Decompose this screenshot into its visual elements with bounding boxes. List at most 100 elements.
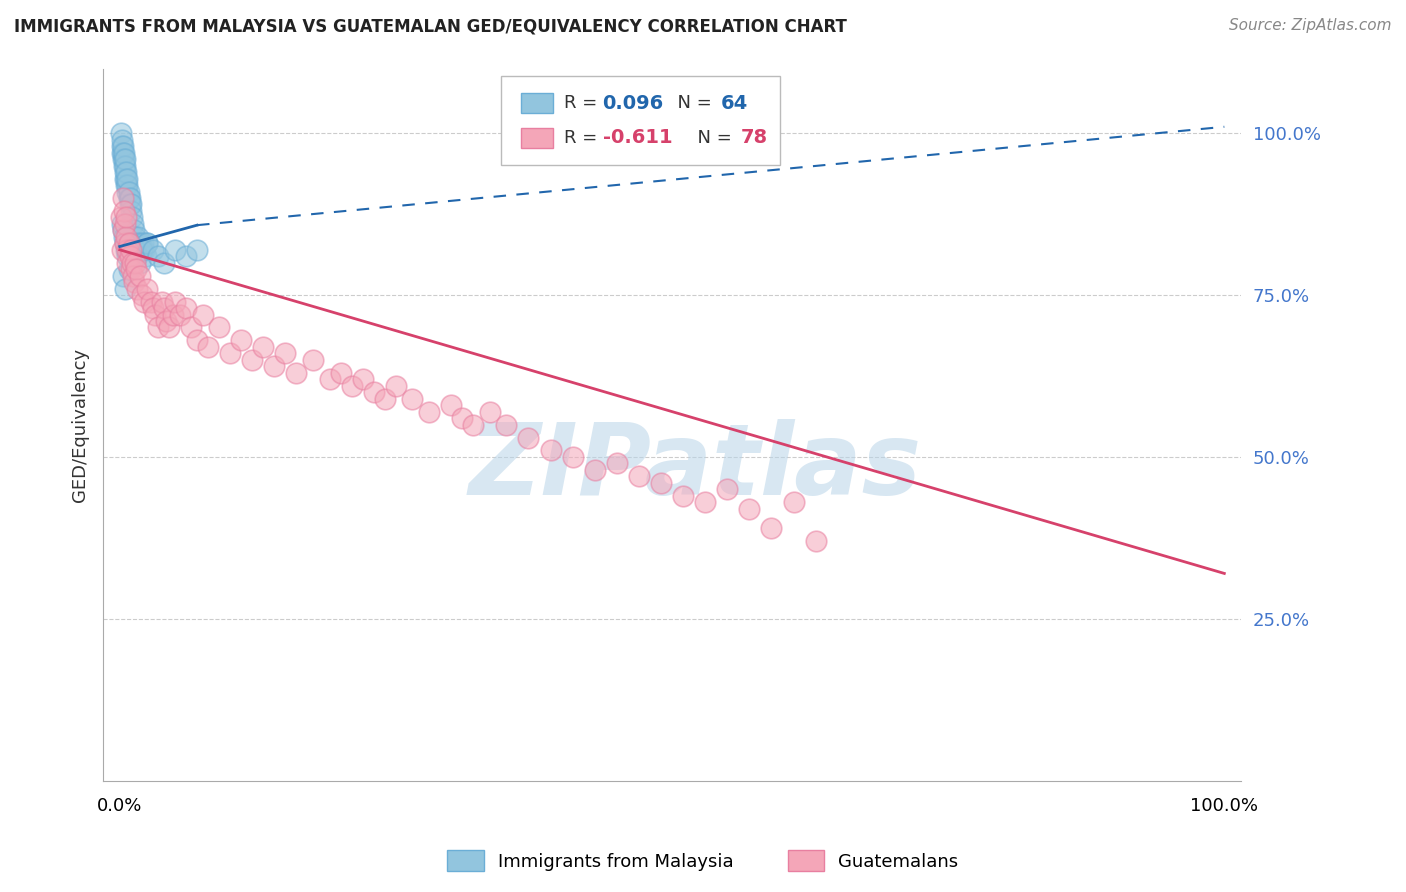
Point: [131, 243, 153, 257]
Point: [124, 230, 146, 244]
Point: [352, 372, 374, 386]
Point: [583, 463, 606, 477]
Text: IMMIGRANTS FROM MALAYSIA VS GUATEMALAN GED/EQUIVALENCY CORRELATION CHART: IMMIGRANTS FROM MALAYSIA VS GUATEMALAN G…: [14, 18, 846, 36]
Point: [120, 243, 142, 257]
FancyBboxPatch shape: [520, 94, 553, 113]
Point: [136, 282, 159, 296]
Point: [122, 268, 145, 283]
Point: [180, 320, 202, 334]
Point: [135, 249, 157, 263]
Point: [136, 236, 159, 251]
Point: [738, 501, 761, 516]
Point: [132, 294, 155, 309]
Point: [129, 243, 152, 257]
Point: [114, 282, 136, 296]
Point: [110, 126, 132, 140]
Point: [124, 256, 146, 270]
Point: [128, 268, 150, 283]
Point: [540, 443, 562, 458]
Point: [302, 352, 325, 367]
Point: [120, 243, 142, 257]
Point: [114, 236, 136, 251]
Point: [111, 217, 134, 231]
Text: R =: R =: [564, 95, 603, 112]
Point: [148, 249, 170, 263]
Text: ZIPatlas: ZIPatlas: [468, 418, 921, 516]
Text: Source: ZipAtlas.com: Source: ZipAtlas.com: [1229, 18, 1392, 33]
Point: [111, 152, 134, 166]
Point: [157, 320, 180, 334]
Point: [627, 469, 650, 483]
Point: [110, 211, 132, 225]
Point: [115, 171, 138, 186]
Point: [117, 249, 139, 263]
Point: [440, 398, 463, 412]
Point: [478, 404, 501, 418]
Text: -0.611: -0.611: [603, 128, 672, 147]
Point: [125, 236, 148, 251]
Point: [120, 203, 142, 218]
Point: [111, 139, 134, 153]
Point: [131, 288, 153, 302]
Point: [120, 262, 142, 277]
Point: [111, 145, 134, 160]
Point: [114, 236, 136, 251]
Point: [111, 223, 134, 237]
Point: [114, 171, 136, 186]
Point: [385, 378, 408, 392]
Point: [804, 534, 827, 549]
Point: [219, 346, 242, 360]
Point: [463, 417, 485, 432]
Point: [127, 249, 149, 263]
Point: [117, 178, 139, 192]
Point: [142, 301, 165, 315]
Point: [127, 230, 149, 244]
Point: [111, 133, 134, 147]
Point: [111, 243, 134, 257]
Point: [111, 223, 134, 237]
Point: [122, 249, 145, 263]
Point: [363, 385, 385, 400]
Point: [318, 372, 340, 386]
Point: [186, 334, 208, 348]
Point: [117, 171, 139, 186]
Point: [401, 392, 423, 406]
Point: [252, 340, 274, 354]
Point: [162, 308, 184, 322]
Point: [191, 308, 214, 322]
Point: [111, 145, 134, 160]
Point: [650, 475, 672, 490]
Point: [117, 262, 139, 277]
Point: [115, 211, 138, 225]
Point: [163, 294, 186, 309]
Point: [122, 217, 145, 231]
Point: [451, 411, 474, 425]
Point: [142, 243, 165, 257]
Y-axis label: GED/Equivalency: GED/Equivalency: [72, 348, 89, 501]
Point: [197, 340, 219, 354]
Point: [285, 366, 308, 380]
Text: N =: N =: [686, 128, 737, 146]
Text: N =: N =: [666, 95, 718, 112]
Point: [112, 145, 135, 160]
Point: [115, 165, 138, 179]
FancyBboxPatch shape: [502, 76, 780, 165]
Point: [118, 249, 141, 263]
Point: [139, 294, 162, 309]
Point: [517, 430, 540, 444]
Point: [174, 249, 197, 263]
Text: R =: R =: [564, 128, 603, 146]
Text: 0.096: 0.096: [603, 94, 664, 113]
Point: [115, 243, 138, 257]
Point: [121, 211, 143, 225]
Point: [124, 243, 146, 257]
Point: [143, 308, 166, 322]
Point: [127, 282, 149, 296]
Point: [782, 495, 804, 509]
FancyBboxPatch shape: [520, 128, 553, 147]
Legend: Immigrants from Malaysia, Guatemalans: Immigrants from Malaysia, Guatemalans: [440, 843, 966, 879]
Point: [117, 256, 139, 270]
Point: [122, 275, 145, 289]
Point: [118, 197, 141, 211]
Point: [114, 217, 136, 231]
